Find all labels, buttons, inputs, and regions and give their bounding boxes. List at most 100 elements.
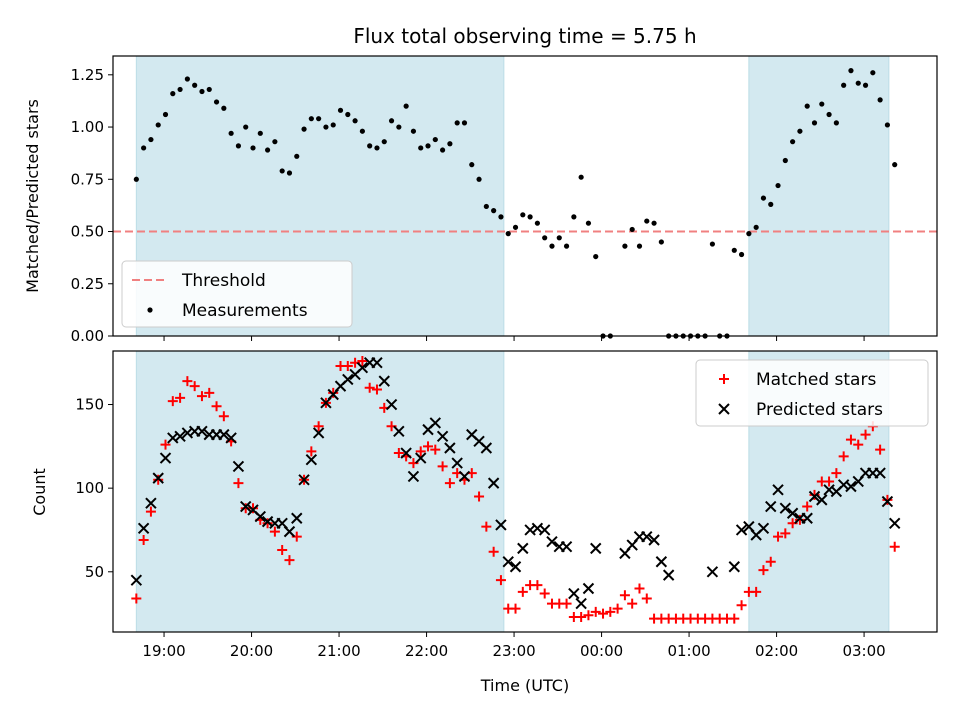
matched-stars-marker (357, 356, 368, 367)
predicted-stars-marker (538, 524, 551, 536)
measurements-marker (593, 253, 599, 260)
predicted-stars-marker (378, 375, 390, 387)
predicted-stars-marker (152, 472, 164, 484)
measurements-marker (330, 122, 336, 128)
top-axes-frame (112, 55, 938, 337)
matched-stars-marker (284, 555, 295, 566)
matched-stars-marker (794, 514, 805, 525)
predicted-stars-marker (845, 480, 857, 493)
matched-stars-marker (488, 546, 499, 557)
measurements-marker (870, 70, 876, 76)
matched-stars-marker (517, 586, 528, 597)
measurements-marker (549, 243, 555, 249)
measurements-marker (396, 124, 402, 130)
measurements-marker (782, 157, 788, 164)
measurements-marker (826, 111, 832, 118)
predicted-stars-marker (568, 587, 580, 600)
predicted-stars-marker (874, 467, 886, 479)
predicted-stars-marker (312, 427, 325, 439)
measurements-marker (804, 103, 810, 109)
predicted-stars-marker (451, 457, 463, 469)
predicted-stars-marker (480, 442, 493, 454)
measurements-marker (454, 120, 460, 126)
measurements-marker (768, 201, 774, 207)
predicted-stars-marker (130, 574, 143, 586)
matched-stars-marker (423, 441, 434, 452)
matched-stars-marker (882, 494, 893, 505)
measurements-marker (505, 231, 511, 237)
matched-stars-marker (495, 575, 506, 586)
measurements-marker (892, 162, 898, 168)
matched-stars-marker (189, 381, 200, 392)
predicted-stars-marker (240, 500, 252, 513)
matched-stars-marker (583, 610, 594, 621)
legend-measurements-swatch (147, 307, 153, 313)
measurements-marker (877, 97, 883, 103)
matched-stars-marker (131, 593, 142, 604)
measurements-marker (811, 120, 818, 126)
predicted-stars-marker (436, 430, 449, 443)
predicted-stars-marker (342, 373, 354, 386)
measurements-marker (738, 251, 745, 258)
predicted-stars-marker (728, 561, 740, 573)
measurements-marker (352, 118, 358, 124)
matched-stars-marker (277, 545, 288, 556)
measurements-marker (855, 80, 861, 86)
measurements-marker (374, 145, 380, 151)
predicted-stars-marker (495, 519, 507, 531)
legend-matched-swatch (719, 374, 729, 384)
measurements-marker (848, 68, 854, 74)
matched-stars-marker (153, 474, 164, 485)
matched-stars-marker (248, 503, 259, 514)
measurements-marker (461, 120, 468, 126)
predicted-stars-marker (786, 507, 799, 519)
measurements-marker (491, 208, 497, 214)
measurements-marker (512, 224, 519, 230)
matched-stars-marker (765, 556, 776, 567)
predicted-stars-marker (808, 490, 821, 503)
predicted-stars-marker (779, 502, 792, 514)
bottom-axes-frame (112, 350, 938, 633)
matched-stars-marker (619, 590, 630, 601)
bottom-y-tick-label: 100 (75, 479, 104, 497)
predicted-stars-marker (145, 497, 157, 509)
matched-stars-marker (875, 444, 886, 455)
predicted-stars-marker (458, 470, 471, 483)
matched-stars-marker (773, 531, 784, 542)
matched-stars-marker (328, 387, 339, 398)
matched-stars-marker (729, 613, 740, 624)
matched-stars-marker (845, 434, 856, 445)
matched-stars-marker (605, 606, 616, 617)
measurements-marker (133, 176, 139, 182)
measurements-marker (775, 182, 781, 189)
matched-stars-marker (627, 598, 638, 609)
predicted-stars-marker (283, 525, 296, 538)
matched-stars-marker (262, 518, 273, 529)
matched-stars-marker (444, 478, 455, 489)
predicted-stars-marker (648, 534, 660, 546)
ratio-panel: 0.00 0.25 0.50 0.75 1.00 1.25 Threshold Measure… (71, 55, 938, 345)
measurements-marker (534, 220, 540, 226)
measurements-marker (556, 235, 562, 241)
measurements-marker (294, 153, 300, 159)
x-tick-label: 01:00 (667, 642, 710, 660)
measurements-marker (760, 195, 767, 201)
x-tick-label: 22:00 (405, 642, 448, 660)
x-tick-label: 23:00 (492, 642, 535, 660)
measurements-marker (177, 86, 183, 93)
measurements-marker (629, 226, 635, 233)
measurements-marker (753, 224, 759, 230)
predicted-stars-marker (582, 582, 595, 595)
measurements-marker (498, 214, 504, 220)
figure-title: Flux total observing time = 5.75 h (353, 24, 696, 48)
measurements-marker (425, 143, 431, 149)
predicted-stars-marker (517, 542, 529, 555)
measurements-marker (279, 168, 285, 174)
top-legend-box (121, 260, 353, 328)
measurements-marker (819, 101, 825, 107)
measurements-marker (264, 147, 271, 153)
predicted-stars-marker (706, 566, 719, 578)
predicted-stars-marker (801, 512, 813, 524)
measurements-marker (833, 120, 839, 126)
